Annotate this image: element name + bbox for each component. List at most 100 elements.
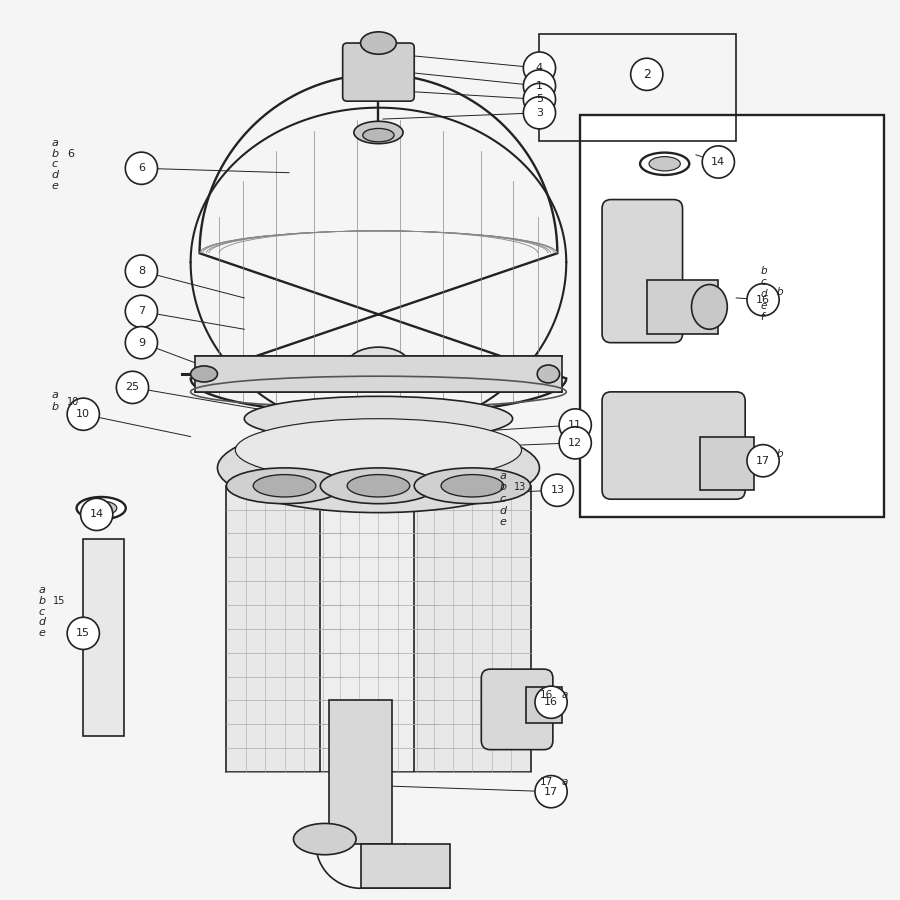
Text: 6: 6 bbox=[138, 163, 145, 174]
Circle shape bbox=[523, 84, 555, 115]
Text: 17: 17 bbox=[544, 787, 558, 796]
Circle shape bbox=[116, 372, 148, 403]
Text: 14: 14 bbox=[90, 509, 104, 519]
Ellipse shape bbox=[218, 423, 539, 513]
Ellipse shape bbox=[293, 824, 356, 855]
FancyBboxPatch shape bbox=[482, 669, 553, 750]
Ellipse shape bbox=[441, 474, 504, 497]
Text: c: c bbox=[760, 277, 766, 287]
Circle shape bbox=[541, 474, 573, 507]
Text: 4: 4 bbox=[536, 63, 543, 73]
Circle shape bbox=[523, 96, 555, 129]
Text: 13: 13 bbox=[514, 482, 526, 492]
Bar bbox=[580, 114, 884, 517]
Text: f: f bbox=[760, 312, 764, 322]
Bar bbox=[647, 280, 718, 334]
Text: 13: 13 bbox=[550, 485, 564, 495]
Text: 10: 10 bbox=[76, 410, 90, 419]
Text: a: a bbox=[500, 471, 506, 481]
Text: 5: 5 bbox=[536, 94, 543, 104]
Ellipse shape bbox=[227, 468, 343, 504]
Circle shape bbox=[631, 58, 663, 90]
Bar bbox=[361, 843, 450, 888]
Text: 10: 10 bbox=[68, 397, 79, 408]
Ellipse shape bbox=[414, 468, 530, 504]
Circle shape bbox=[523, 52, 555, 85]
Text: 3: 3 bbox=[536, 108, 543, 118]
Circle shape bbox=[523, 70, 555, 102]
Ellipse shape bbox=[253, 474, 316, 497]
Text: c: c bbox=[500, 494, 505, 504]
Text: 9: 9 bbox=[138, 338, 145, 347]
Circle shape bbox=[125, 152, 158, 184]
Bar bbox=[195, 356, 562, 392]
Ellipse shape bbox=[235, 418, 522, 482]
Bar bbox=[700, 436, 754, 491]
Ellipse shape bbox=[363, 129, 394, 142]
Text: b: b bbox=[52, 401, 59, 412]
Text: d: d bbox=[39, 617, 46, 627]
Text: 15: 15 bbox=[76, 628, 90, 638]
Text: 1: 1 bbox=[536, 81, 543, 91]
FancyBboxPatch shape bbox=[602, 392, 745, 500]
Circle shape bbox=[535, 776, 567, 808]
Text: a: a bbox=[562, 778, 568, 788]
Ellipse shape bbox=[76, 497, 126, 519]
Circle shape bbox=[559, 427, 591, 459]
Ellipse shape bbox=[354, 122, 403, 144]
Text: b: b bbox=[52, 148, 59, 158]
Bar bbox=[227, 486, 343, 772]
Ellipse shape bbox=[347, 347, 410, 382]
Text: 17: 17 bbox=[756, 455, 770, 465]
Text: c: c bbox=[39, 607, 45, 616]
Text: d: d bbox=[500, 506, 507, 516]
Bar bbox=[84, 539, 123, 736]
Ellipse shape bbox=[320, 468, 436, 504]
Circle shape bbox=[68, 398, 99, 430]
Text: d: d bbox=[52, 170, 59, 180]
Text: 2: 2 bbox=[643, 68, 651, 81]
Ellipse shape bbox=[86, 501, 117, 516]
Circle shape bbox=[125, 295, 158, 328]
Text: 11: 11 bbox=[568, 420, 582, 430]
Text: a: a bbox=[52, 138, 58, 148]
Circle shape bbox=[747, 445, 779, 477]
Text: 14: 14 bbox=[711, 157, 725, 167]
Text: b: b bbox=[760, 266, 767, 275]
Circle shape bbox=[68, 617, 99, 650]
Text: d: d bbox=[760, 289, 767, 299]
Bar bbox=[539, 34, 736, 141]
Text: a: a bbox=[562, 689, 568, 700]
FancyBboxPatch shape bbox=[343, 43, 414, 101]
Bar bbox=[329, 700, 392, 843]
Ellipse shape bbox=[361, 32, 396, 54]
Text: b: b bbox=[500, 482, 507, 492]
Text: 16: 16 bbox=[539, 689, 553, 700]
Circle shape bbox=[702, 146, 734, 178]
Circle shape bbox=[125, 255, 158, 287]
Text: e: e bbox=[500, 518, 506, 527]
Text: 8: 8 bbox=[138, 266, 145, 276]
Ellipse shape bbox=[537, 365, 560, 382]
Circle shape bbox=[535, 686, 567, 718]
Text: b: b bbox=[777, 449, 783, 459]
Text: 12: 12 bbox=[568, 437, 582, 448]
Ellipse shape bbox=[347, 474, 410, 497]
Ellipse shape bbox=[244, 396, 513, 441]
Text: b: b bbox=[39, 596, 46, 606]
Ellipse shape bbox=[649, 157, 680, 171]
Text: 16: 16 bbox=[756, 294, 770, 305]
Text: e: e bbox=[39, 628, 45, 638]
Text: e: e bbox=[760, 301, 767, 310]
Bar bbox=[414, 486, 530, 772]
Text: 15: 15 bbox=[53, 596, 65, 606]
Text: 16: 16 bbox=[544, 698, 558, 707]
Text: 17: 17 bbox=[539, 778, 553, 788]
Text: 6: 6 bbox=[68, 148, 74, 158]
Text: b: b bbox=[777, 287, 783, 297]
Text: e: e bbox=[52, 181, 58, 191]
Text: a: a bbox=[52, 390, 58, 400]
Ellipse shape bbox=[640, 153, 689, 175]
Text: a: a bbox=[39, 585, 45, 595]
Ellipse shape bbox=[191, 366, 218, 382]
